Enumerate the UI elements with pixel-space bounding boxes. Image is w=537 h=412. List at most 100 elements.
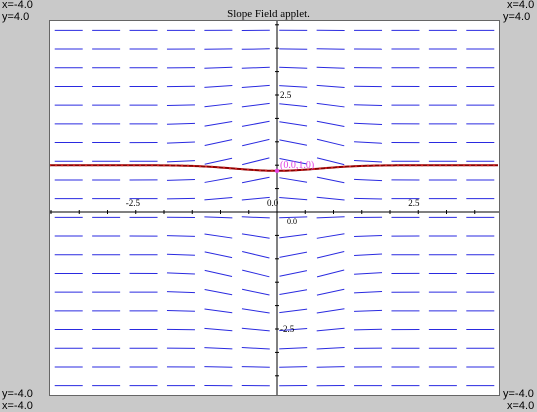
- solution-dot: [330, 166, 334, 169]
- slope-segment: [166, 253, 195, 256]
- solution-dot: [210, 165, 214, 169]
- slope-segment: [316, 347, 345, 350]
- solution-dot: [390, 164, 394, 167]
- slope-segment: [166, 178, 195, 181]
- solution-dot: [240, 168, 244, 171]
- solution-dot: [360, 164, 364, 168]
- slope-segment: [316, 157, 345, 166]
- slope-segment: [166, 160, 195, 163]
- solution-dot: [342, 165, 346, 168]
- bottom-left-y-label: y=-4.0: [2, 388, 33, 400]
- slope-segment: [241, 120, 270, 127]
- solution-dot: [444, 164, 448, 167]
- solution-dot: [456, 164, 460, 167]
- solution-dot: [252, 168, 256, 172]
- solution-dot: [492, 164, 496, 167]
- solution-dot: [138, 164, 142, 167]
- solution-dot: [198, 165, 202, 168]
- slope-segment: [316, 84, 345, 89]
- slope-segment: [354, 235, 383, 238]
- slope-segment: [316, 216, 345, 219]
- solution-dot: [156, 164, 160, 167]
- solution-dot: [120, 164, 124, 167]
- slope-segment: [204, 196, 233, 201]
- slope-segment: [354, 197, 383, 200]
- slope-segment: [242, 157, 270, 166]
- slope-segment: [204, 176, 233, 183]
- solution-dot: [408, 164, 412, 167]
- solution-dot: [486, 164, 490, 167]
- solution-dot: [438, 164, 442, 167]
- slope-segment: [279, 347, 308, 350]
- slope-segment: [204, 269, 233, 277]
- slope-segment: [354, 309, 383, 312]
- solution-dot: [126, 164, 130, 167]
- solution-dot: [384, 164, 388, 167]
- slope-segment: [316, 288, 345, 296]
- slope-segment: [204, 327, 233, 332]
- slope-field-canvas[interactable]: -2.5 0.0 2.5 2.5 -2.5 0.0 (0.0,1.0): [50, 21, 499, 395]
- slope-segment: [241, 327, 270, 332]
- solution-dot: [66, 164, 70, 167]
- slope-segment: [279, 327, 308, 332]
- slope-segment: [204, 85, 233, 88]
- plot-area[interactable]: -2.5 0.0 2.5 2.5 -2.5 0.0 (0.0,1.0): [49, 20, 500, 396]
- slope-segment: [166, 291, 195, 294]
- slope-segment: [279, 139, 308, 146]
- solution-dot: [348, 165, 352, 168]
- solution-dot: [432, 164, 436, 167]
- top-right-y-label: y=4.0: [503, 11, 531, 23]
- slope-segment: [204, 347, 233, 350]
- solution-dot: [108, 164, 112, 167]
- solution-dot: [336, 166, 340, 169]
- slope-segment: [166, 235, 195, 237]
- slope-segment: [316, 102, 345, 108]
- solution-dot: [162, 164, 166, 167]
- slope-segment: [241, 347, 270, 350]
- slope-segment: [241, 102, 270, 108]
- solution-dot: [264, 169, 268, 172]
- solution-dot: [78, 164, 82, 167]
- slope-segment: [241, 288, 270, 296]
- solution-dot: [222, 166, 226, 169]
- solution-dot: [50, 164, 52, 167]
- bottom-right-y-label: y=-4.0: [503, 388, 534, 400]
- slope-segment: [166, 309, 195, 312]
- y-tick-label: -2.5: [280, 324, 295, 334]
- applet-title: Slope Field applet.: [227, 8, 310, 20]
- solution-dot: [258, 169, 262, 172]
- slope-segment: [279, 85, 308, 88]
- bottom-left-x-label: x=-4.0: [2, 400, 33, 412]
- slope-segment: [166, 104, 195, 106]
- slope-segment: [279, 66, 308, 69]
- slope-segment: [354, 159, 383, 163]
- solution-dot: [204, 165, 208, 168]
- solution-dot: [306, 168, 310, 171]
- top-left-x-label: x=-4.0: [2, 0, 33, 11]
- slope-segment: [316, 196, 345, 201]
- x-tick-label: 0.0: [267, 198, 279, 208]
- slope-segment: [354, 272, 383, 275]
- solution-dot: [462, 164, 466, 167]
- slope-segment: [354, 253, 383, 256]
- solution-dot: [468, 164, 472, 167]
- slope-segment: [279, 157, 308, 165]
- slope-segment: [279, 289, 308, 296]
- solution-dot: [192, 164, 196, 168]
- slope-segment: [279, 103, 308, 108]
- slope-segment: [354, 104, 383, 107]
- slope-segment: [241, 366, 270, 368]
- solution-dot: [150, 164, 154, 167]
- slope-segment: [241, 66, 270, 69]
- slope-segment: [204, 366, 233, 368]
- solution-dot: [318, 167, 322, 170]
- slope-segment: [204, 66, 233, 69]
- slope-segment: [204, 139, 233, 146]
- slope-segment: [279, 197, 308, 201]
- bottom-right-x-label: x=4.0: [507, 400, 535, 412]
- slope-segment: [279, 121, 308, 127]
- solution-dot: [474, 164, 478, 167]
- solution-dot: [288, 169, 292, 172]
- slope-segment: [316, 251, 345, 259]
- slope-segment: [316, 120, 345, 127]
